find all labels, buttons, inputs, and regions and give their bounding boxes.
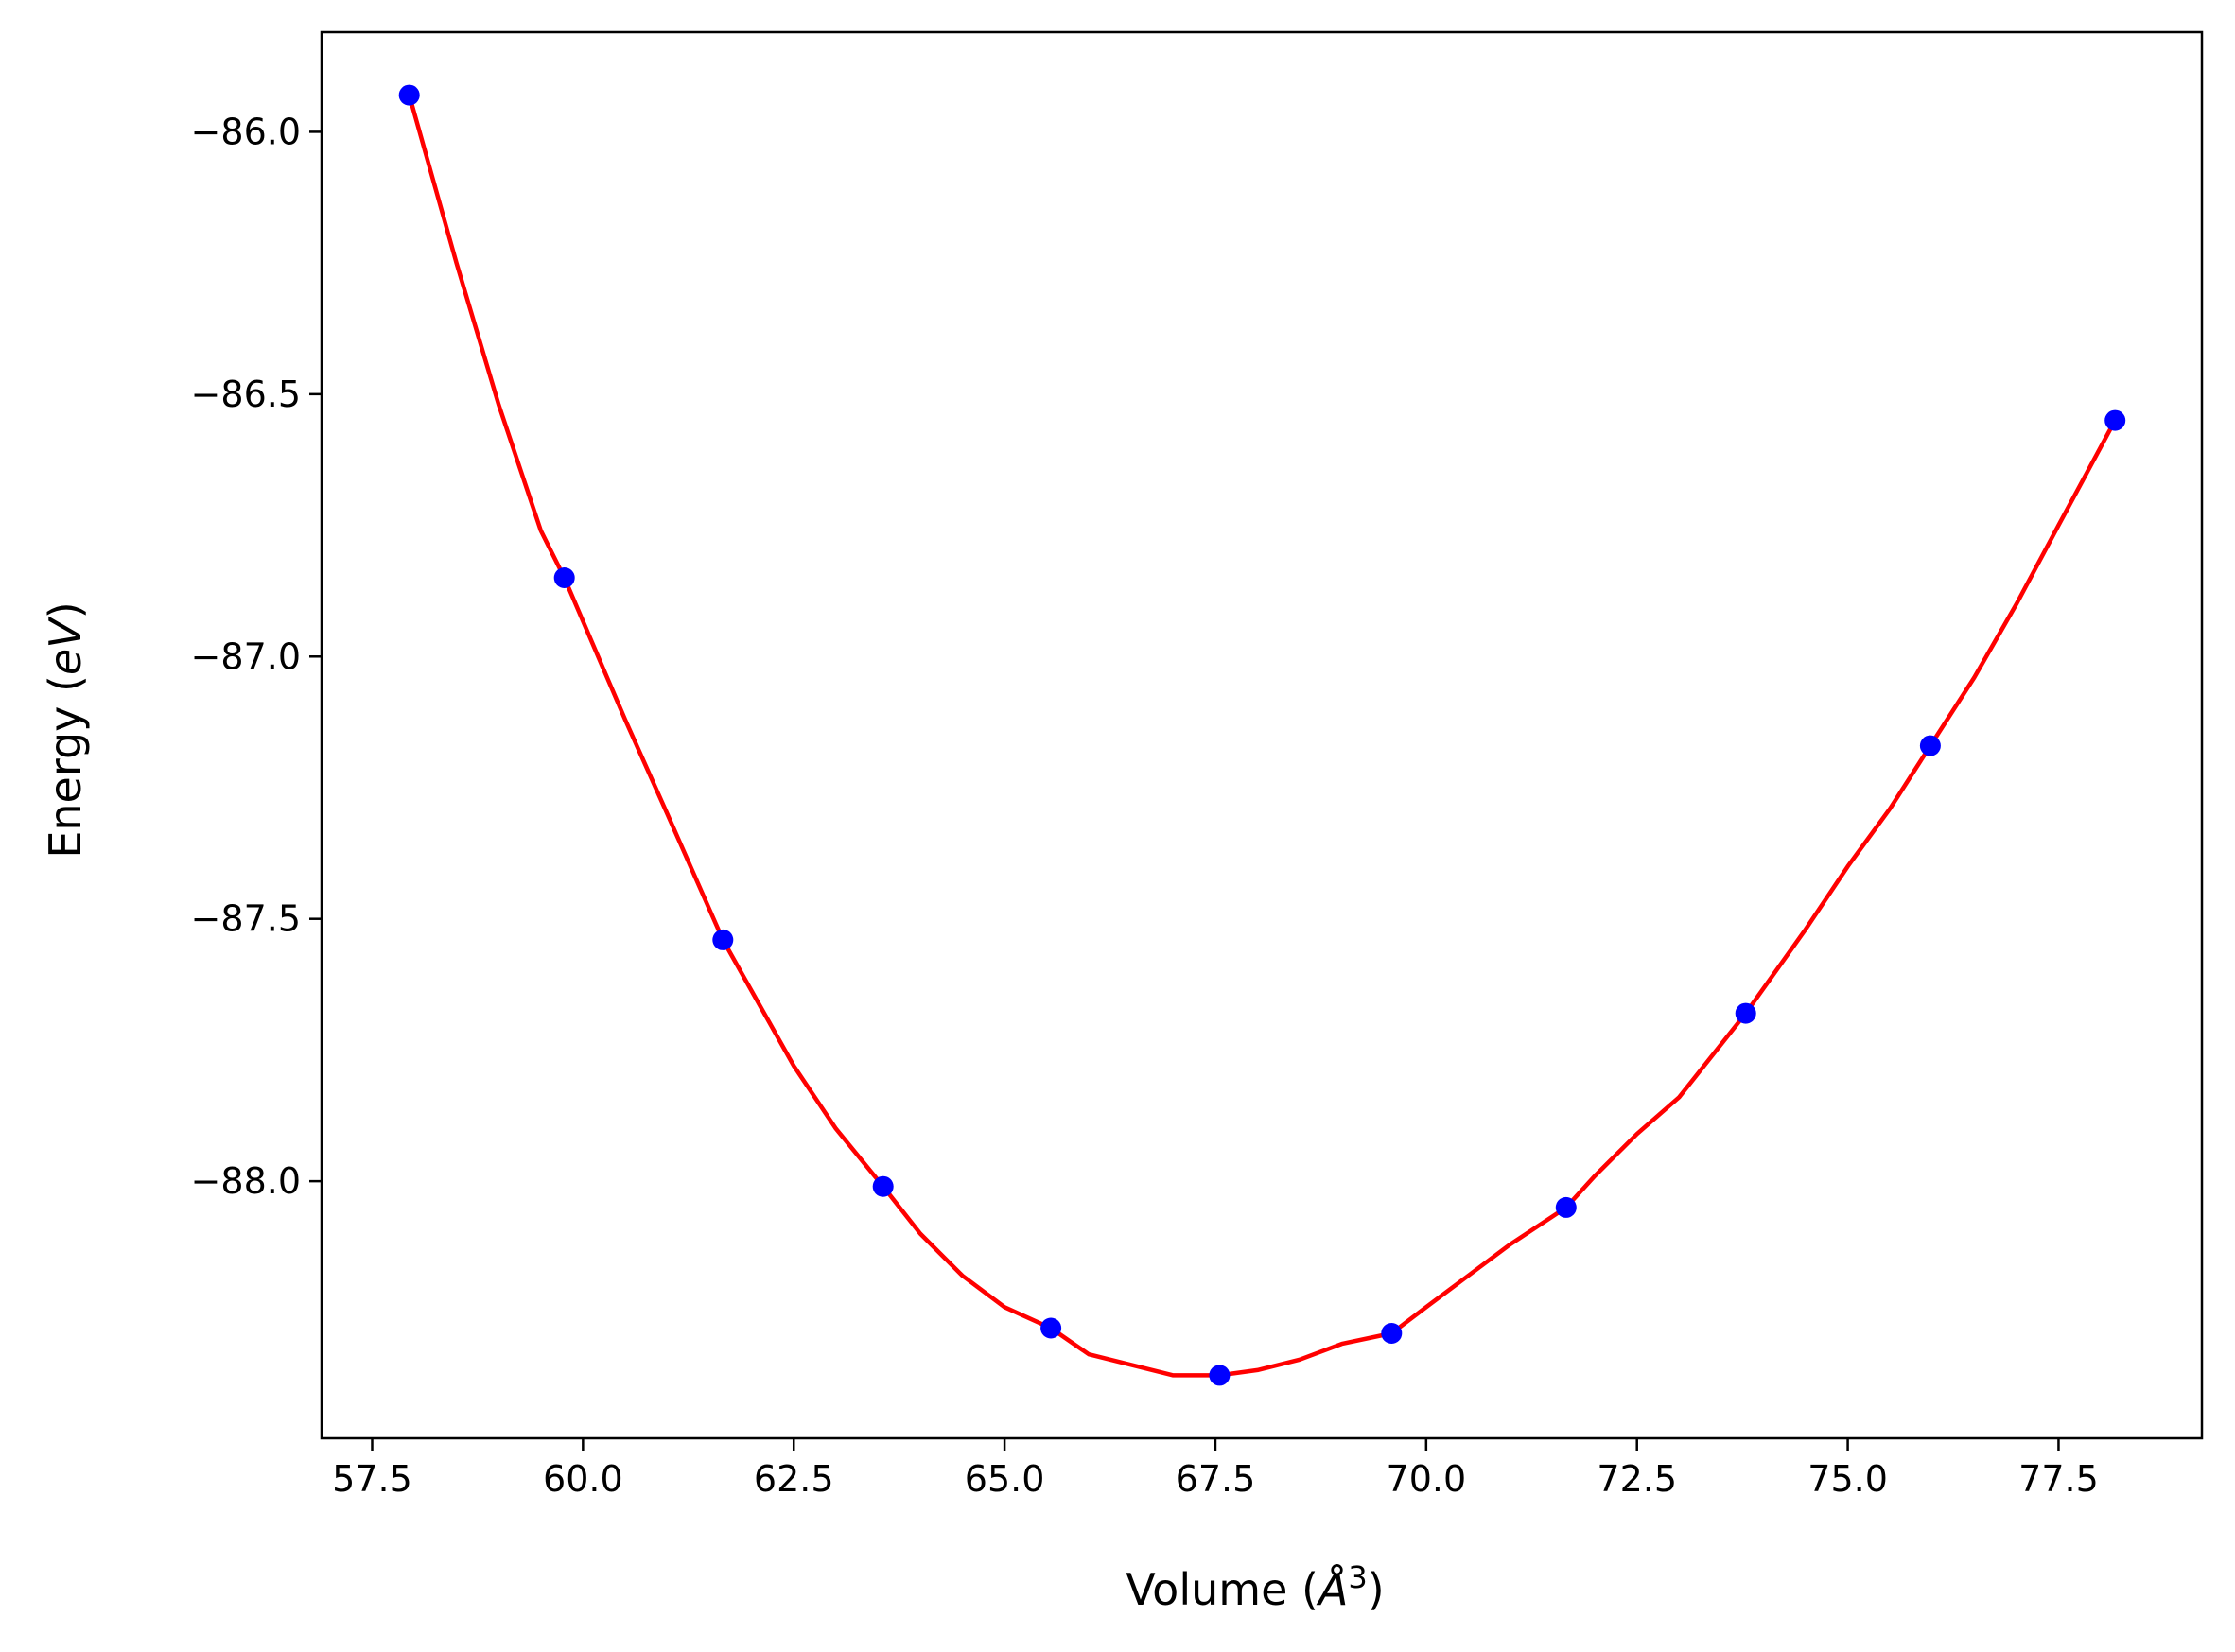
x-tick-label: 65.0	[965, 1458, 1045, 1500]
y-tick-label: −87.0	[191, 635, 301, 677]
y-tick-label: −88.0	[191, 1160, 301, 1202]
plot-frame	[320, 30, 2204, 1440]
y-axis-label: Energy (eV)	[40, 601, 91, 858]
data-point	[553, 567, 575, 588]
y-axis-label-prefix: Energy (	[40, 675, 91, 859]
y-axis-label-unit: eV	[40, 616, 91, 675]
x-tick-label: 60.0	[543, 1458, 623, 1500]
data-point	[1381, 1323, 1403, 1344]
data-point	[1555, 1196, 1577, 1218]
x-axis-ticks: 57.5 60.0 62.5 65.0 67.5 70.0 72.5 75.0 77.5	[332, 1438, 2099, 1500]
y-axis-ticks: −86.0 −86.5 −87.0 −87.5 −88.0	[191, 111, 322, 1202]
x-tick-label: 72.5	[1597, 1458, 1677, 1500]
data-point	[2104, 409, 2126, 431]
x-tick-label: 67.5	[1176, 1458, 1256, 1500]
x-axis-label-prefix: Volume (	[1126, 1564, 1318, 1615]
x-tick-label: 62.5	[754, 1458, 834, 1500]
y-axis-label-suffix: )	[40, 601, 91, 618]
data-points-layer	[398, 84, 2126, 1386]
x-axis-label-unit: Å	[1316, 1564, 1348, 1615]
fit-curve	[407, 94, 2118, 1378]
y-tick-label: −86.0	[191, 111, 301, 152]
data-point	[1735, 1002, 1756, 1024]
data-point	[1919, 735, 1941, 756]
data-point	[1040, 1317, 1062, 1339]
y-tick-label: −86.5	[191, 374, 301, 415]
x-tick-label: 57.5	[332, 1458, 412, 1500]
data-point	[872, 1175, 894, 1197]
x-tick-label: 70.0	[1387, 1458, 1467, 1500]
data-point	[712, 929, 734, 950]
data-point	[1209, 1365, 1231, 1386]
x-axis-label-superscript: 3	[1348, 1559, 1367, 1595]
fit-curve-layer	[407, 94, 2118, 1378]
x-tick-label: 77.5	[2018, 1458, 2099, 1500]
x-tick-label: 75.0	[1807, 1458, 1888, 1500]
x-axis-label: Volume (Å3)	[1126, 1559, 1384, 1615]
data-point	[398, 84, 420, 106]
x-axis-label-suffix: )	[1368, 1564, 1385, 1615]
y-tick-label: −87.5	[191, 898, 301, 940]
